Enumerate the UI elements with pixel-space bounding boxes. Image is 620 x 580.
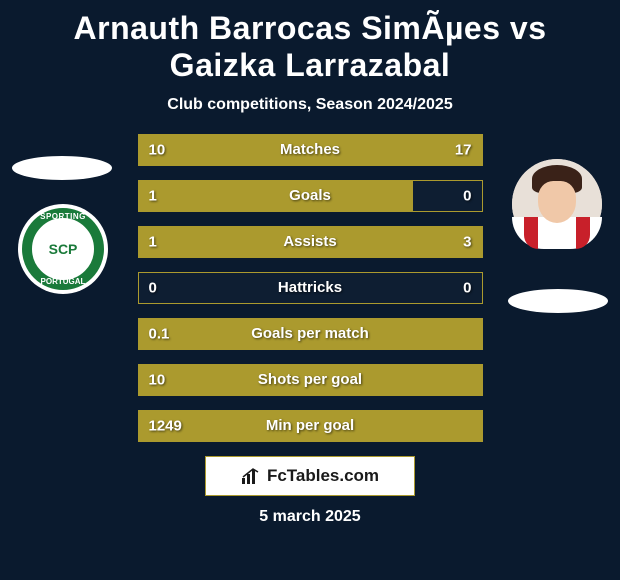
bar-label: Goals <box>139 181 482 211</box>
brand-box[interactable]: FcTables.com <box>205 456 415 496</box>
stat-bar: 1249Min per goal <box>138 410 483 442</box>
stat-bar: 00Hattricks <box>138 272 483 304</box>
bar-label: Hattricks <box>139 273 482 303</box>
bar-label: Matches <box>139 135 482 165</box>
stat-bar: 0.1Goals per match <box>138 318 483 350</box>
bar-label: Shots per goal <box>139 365 482 395</box>
comparison-content: SPORTING SCP PORTUGAL 1017Matches 10Goals… <box>0 134 620 526</box>
chart-icon <box>241 467 261 485</box>
page-title: Arnauth Barrocas SimÃµes vs Gaizka Larra… <box>0 0 620 88</box>
title-garbled: Ãµ <box>421 10 464 46</box>
player-right-avatar <box>512 159 602 249</box>
bar-label: Goals per match <box>139 319 482 349</box>
stat-bar: 10Goals <box>138 180 483 212</box>
stat-bar: 13Assists <box>138 226 483 258</box>
club-text-top: SPORTING <box>18 212 108 221</box>
stat-bar: 10Shots per goal <box>138 364 483 396</box>
club-text-bottom: PORTUGAL <box>18 277 108 286</box>
avatar-shadow-right <box>508 289 608 313</box>
sporting-logo: SPORTING SCP PORTUGAL <box>18 204 108 294</box>
stat-bars: 1017Matches 10Goals 13Assists 00Hattricks 0.… <box>138 134 483 442</box>
player-left-avatar: SPORTING SCP PORTUGAL <box>18 204 108 294</box>
title-prefix: Arnauth Barrocas Sim <box>74 10 422 46</box>
stat-bar: 1017Matches <box>138 134 483 166</box>
brand-label: FcTables.com <box>267 466 379 486</box>
club-text-center: SCP <box>49 241 78 257</box>
subtitle: Club competitions, Season 2024/2025 <box>0 96 620 114</box>
date-label: 5 march 2025 <box>20 508 600 526</box>
avatar-shadow-left <box>12 156 112 180</box>
bar-label: Min per goal <box>139 411 482 441</box>
bar-label: Assists <box>139 227 482 257</box>
